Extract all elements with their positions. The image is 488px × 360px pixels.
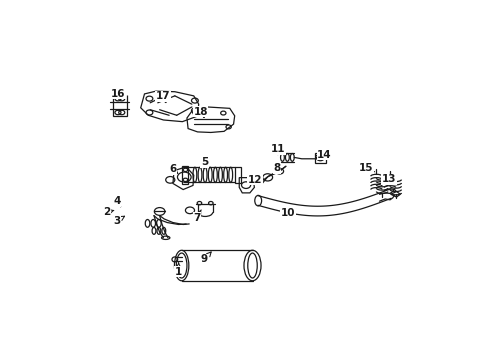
Text: 3: 3 [113, 216, 124, 226]
Text: 5: 5 [201, 157, 207, 168]
Text: 16: 16 [110, 89, 125, 99]
Text: 7: 7 [193, 210, 201, 223]
Text: 1: 1 [175, 263, 182, 277]
Text: 10: 10 [280, 208, 295, 218]
Text: 8: 8 [273, 163, 280, 174]
Text: 4: 4 [113, 196, 121, 207]
Text: 12: 12 [247, 175, 262, 185]
Text: 9: 9 [201, 252, 211, 264]
Text: 11: 11 [270, 144, 285, 154]
Text: 17: 17 [155, 91, 170, 103]
Text: 13: 13 [381, 174, 395, 184]
Text: 6: 6 [169, 164, 177, 174]
Text: 18: 18 [193, 107, 207, 118]
Text: 2: 2 [103, 207, 114, 217]
Text: 14: 14 [316, 150, 331, 159]
Text: 15: 15 [358, 163, 373, 174]
